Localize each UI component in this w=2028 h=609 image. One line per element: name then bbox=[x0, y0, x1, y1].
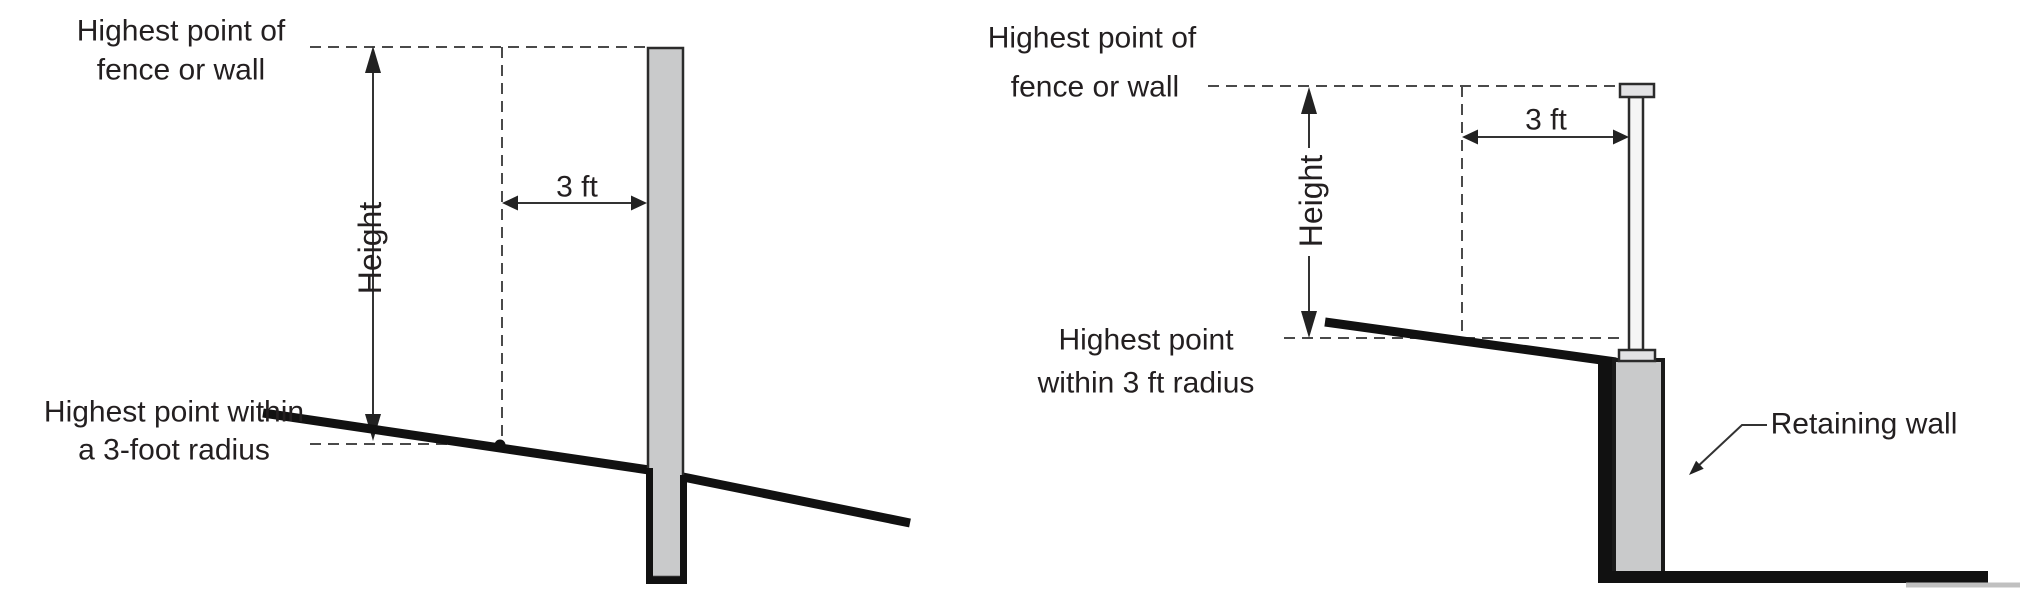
fence-post-base-plate bbox=[1617, 348, 1657, 363]
right-height-arrow-down-icon bbox=[1301, 311, 1317, 338]
left-fence-slab bbox=[646, 46, 685, 579]
left-height-arrow-up-icon bbox=[365, 46, 381, 73]
left-3ft-arrow-right-icon bbox=[631, 195, 647, 211]
fence-post-cap bbox=[1618, 82, 1656, 99]
fence-post bbox=[1627, 95, 1645, 352]
left-height-label: Height bbox=[352, 202, 388, 295]
left-top-label-line-1: Highest point of bbox=[77, 15, 286, 48]
left-bottom-label-line-2: a 3-foot radius bbox=[78, 434, 270, 467]
left-fence-buried-outline bbox=[646, 468, 687, 584]
right-3ft-arrow-right-icon bbox=[1613, 129, 1629, 145]
retaining-wall-leader-arrow-icon bbox=[1689, 460, 1704, 475]
right-3ft-label: 3 ft bbox=[1525, 104, 1567, 137]
right-height-label: Height bbox=[1293, 155, 1329, 248]
left-3ft-label: 3 ft bbox=[556, 171, 598, 204]
left-top-label-line-2: fence or wall bbox=[97, 54, 265, 87]
right-3ft-arrow-left-icon bbox=[1462, 129, 1478, 145]
right-top-label-line-1: Highest point of bbox=[988, 22, 1197, 55]
retaining-wall-body bbox=[1612, 358, 1665, 578]
left-diagram: 3 ft Height Highest point of fence or wa… bbox=[44, 15, 911, 584]
right-ground-slope-upper bbox=[1324, 317, 1617, 367]
left-3ft-arrow-left-icon bbox=[502, 195, 518, 211]
left-ground-slope-upper bbox=[262, 408, 650, 475]
right-diagram: Height 3 ft Highest point of fence or wa… bbox=[988, 22, 2020, 588]
left-ground-slope-lower bbox=[682, 472, 911, 528]
right-height-arrow-up-icon bbox=[1301, 87, 1317, 114]
right-bottom-label-line-1: Highest point bbox=[1058, 324, 1234, 357]
right-bottom-label-line-2: within 3 ft radius bbox=[1037, 367, 1255, 400]
left-bottom-label-line-1: Highest point within bbox=[44, 396, 304, 429]
right-top-label-line-2: fence or wall bbox=[1011, 71, 1179, 104]
left-highest-grade-point-dot bbox=[494, 439, 506, 451]
retaining-wall-leader-line bbox=[1694, 424, 1767, 470]
retaining-wall-label: Retaining wall bbox=[1771, 408, 1958, 441]
